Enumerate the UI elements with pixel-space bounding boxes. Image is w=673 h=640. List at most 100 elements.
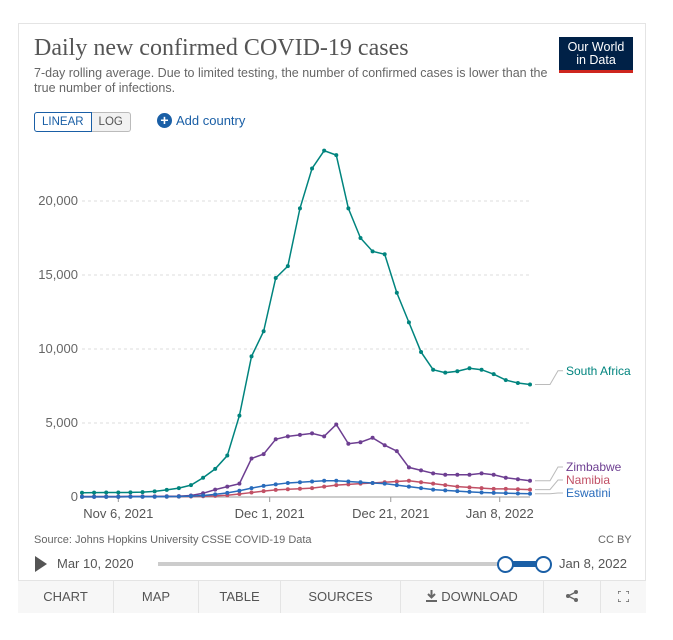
tab-bar: CHART MAP TABLE SOURCES DOWNLOAD [18,580,646,613]
data-point [334,483,339,488]
data-point [431,481,436,486]
share-icon [566,590,578,602]
data-point [443,488,448,493]
data-point [261,452,266,457]
data-point [249,486,254,491]
data-point [152,494,157,499]
fullscreen-button[interactable] [601,581,646,613]
data-point [273,482,278,487]
tab-download-label: DOWNLOAD [441,589,518,604]
data-point [201,475,206,480]
tab-sources[interactable]: SOURCES [281,581,401,613]
data-point [92,490,97,495]
log-scale-button[interactable]: LOG [91,112,131,132]
data-point [528,487,532,492]
chart-subtitle: 7-day rolling average. Due to limited te… [34,66,548,95]
tab-map[interactable]: MAP [114,581,199,613]
data-point [261,483,266,488]
data-point [419,468,424,473]
data-point [406,320,411,325]
timeline-end-date: Jan 8, 2022 [559,556,627,571]
series-lines [80,148,532,499]
data-point [188,483,193,488]
data-point [467,485,472,490]
timeline-track[interactable] [158,562,543,566]
data-point [528,491,532,496]
data-point [237,488,242,493]
tab-sources-label: SOURCES [308,589,373,604]
data-point [479,486,484,491]
data-point [116,490,121,495]
license-link[interactable]: CC BY [598,534,632,546]
data-point [406,465,411,470]
data-point [310,486,315,491]
source-note: Source: Johns Hopkins University CSSE CO… [34,534,312,546]
data-point [152,489,157,494]
data-point [104,494,109,499]
timeline-start-handle[interactable] [497,556,514,573]
data-point [225,453,230,458]
timeline-end-handle[interactable] [535,556,552,573]
tab-download[interactable]: DOWNLOAD [401,581,544,613]
data-point [455,489,460,494]
data-point [176,486,181,491]
logo-line-1: Our World [567,40,625,54]
data-point [128,494,133,499]
data-point [358,480,363,485]
plus-circle-icon: + [157,113,172,128]
owid-logo[interactable]: Our World in Data [559,37,633,73]
data-point [479,471,484,476]
data-point [382,443,387,448]
x-axis-ticks: Nov 6, 2021 Dec 1, 2021 Dec 21, 2021 Jan 8,… [83,497,534,521]
data-point [213,487,218,492]
tab-map-label: MAP [141,589,171,604]
data-point [443,472,448,477]
scale-toggle[interactable]: LINEAR LOG [34,112,131,132]
data-point [225,484,230,489]
data-point [322,148,327,153]
label-connector [535,466,563,482]
data-point [285,434,290,439]
data-point [479,490,484,495]
fullscreen-icon [617,590,630,603]
data-point [273,437,278,442]
data-point [285,480,290,485]
data-point [237,492,242,497]
data-point [322,478,327,483]
data-point [455,369,460,374]
data-point [394,290,399,295]
data-point [225,490,230,495]
data-point [104,490,109,495]
data-point [419,349,424,354]
tab-chart-label: CHART [43,589,88,604]
tab-table-label: TABLE [219,589,260,604]
data-point [346,479,351,484]
data-point [419,480,424,485]
data-point [249,456,254,461]
data-point [346,441,351,446]
data-point [358,236,363,240]
data-point [406,484,411,489]
data-point [503,491,508,496]
share-button[interactable] [544,581,601,613]
add-country-button[interactable]: + Add country [157,113,245,128]
data-point [419,486,424,491]
data-point [334,478,339,483]
data-point [491,490,496,495]
data-point [346,206,351,211]
data-point [237,413,242,418]
tab-chart[interactable]: CHART [18,581,114,613]
data-point [479,367,484,372]
data-point [491,472,496,477]
play-icon[interactable] [35,556,47,572]
series-line [82,479,531,498]
series-label: Zimbabwe [566,460,622,474]
data-point [528,382,532,387]
data-point [370,435,375,440]
data-point [285,264,290,269]
linear-scale-button[interactable]: LINEAR [34,112,92,132]
tab-table[interactable]: TABLE [199,581,281,613]
data-point [394,449,399,454]
x-tick-label: Dec 21, 2021 [352,506,429,521]
data-point [467,366,472,371]
